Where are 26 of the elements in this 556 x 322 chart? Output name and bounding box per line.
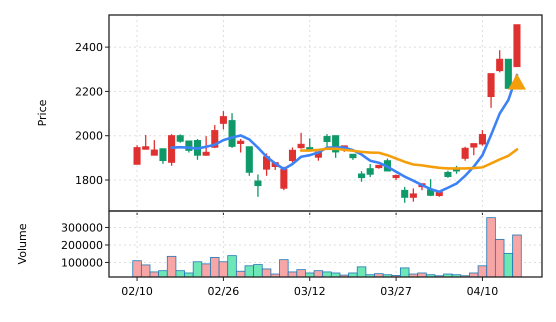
y-tick-label: 1800: [75, 174, 103, 187]
x-tick-label: 03/27: [380, 285, 412, 298]
x-tick-label: 03/12: [294, 285, 326, 298]
candlestick: [237, 138, 244, 154]
y-tick-label: 2200: [75, 85, 103, 98]
candlestick: [288, 146, 296, 164]
y-tick-label: 2400: [75, 40, 103, 54]
candlestick: [298, 132, 305, 150]
candlestick: [410, 188, 417, 202]
y-tick-label: 100000: [61, 256, 103, 270]
candlestick: [496, 50, 504, 74]
y-axis-title: Price: [36, 99, 49, 126]
candlestick: [254, 174, 262, 198]
candlestick: [401, 186, 408, 204]
y-tick-label: 200000: [61, 238, 103, 252]
candlestick: [159, 148, 166, 164]
candlestick: [280, 166, 288, 191]
y-axis-title: Volume: [16, 223, 29, 264]
x-tick-label: 02/26: [208, 285, 240, 298]
candlestick: [462, 146, 469, 162]
candlestick: [488, 72, 495, 108]
x-tick-label: 02/10: [121, 285, 153, 298]
y-tick-label: 300000: [61, 221, 103, 234]
candlestick: [220, 110, 227, 130]
x-tick-label: 04/10: [466, 285, 498, 298]
y-tick-label: 2000: [75, 130, 103, 143]
